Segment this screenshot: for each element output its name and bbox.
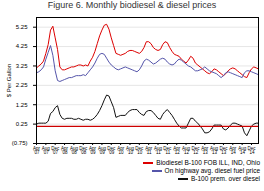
svg-text:3.25: 3.25	[16, 63, 28, 69]
svg-text:Aug'07: Aug'07	[42, 146, 51, 156]
svg-text:Aug'11: Aug'11	[154, 146, 163, 156]
svg-text:Aug'12: Aug'12	[182, 146, 191, 156]
html-text:Figure 6. Monthly biodiesel &: Figure 6. Monthly biodiesel & diesel pri…	[47, 0, 217, 10]
svg-text:1.25: 1.25	[16, 102, 28, 108]
svg-text:Apr'14: Apr'14	[229, 146, 237, 156]
svg-text:Aug'10: Aug'10	[126, 146, 135, 156]
svg-text:0.25: 0.25	[16, 121, 28, 127]
svg-text:$ Per Gallon: $ Per Gallon	[6, 64, 12, 97]
svg-text:Dec'14: Dec'14	[247, 146, 256, 156]
svg-text:Dec'09: Dec'09	[107, 146, 116, 156]
svg-text:Dec'13: Dec'13	[219, 146, 228, 156]
svg-text:Apr'11: Apr'11	[145, 146, 153, 156]
svg-text:Apr'10: Apr'10	[117, 146, 125, 156]
svg-text:Apr'09: Apr'09	[89, 146, 97, 156]
svg-text:Aug'08: Aug'08	[70, 146, 79, 156]
html-text:Biodiesel B-100 FOB ILL, IND,: Biodiesel B-100 FOB ILL, IND, Ohio	[156, 159, 260, 166]
svg-text:(0.75): (0.75)	[12, 140, 28, 146]
svg-text:Dec'11: Dec'11	[163, 146, 172, 156]
svg-text:4.25: 4.25	[16, 43, 28, 49]
svg-text:Dec'07: Dec'07	[51, 146, 60, 156]
svg-text:Apr'13: Apr'13	[201, 146, 209, 156]
svg-text:Aug'13: Aug'13	[210, 146, 219, 156]
svg-text:Apr'12: Apr'12	[173, 146, 181, 156]
svg-text:2.25: 2.25	[16, 82, 28, 88]
svg-text:Dec'12: Dec'12	[191, 146, 200, 156]
svg-text:5.25: 5.25	[16, 24, 28, 30]
svg-text:Aug'14: Aug'14	[238, 146, 247, 156]
svg-text:Aug'09: Aug'09	[98, 146, 107, 156]
svg-text:Apr'07: Apr'07	[33, 146, 41, 156]
svg-text:Dec'08: Dec'08	[79, 146, 88, 156]
svg-text:Dec'10: Dec'10	[135, 146, 144, 156]
html-text:B-100 prem. over diesel: B-100 prem. over diesel	[191, 175, 260, 182]
html-text:On highway avg. diesel fuel pr: On highway avg. diesel fuel price	[164, 167, 260, 174]
svg-text:Apr'08: Apr'08	[61, 146, 69, 156]
